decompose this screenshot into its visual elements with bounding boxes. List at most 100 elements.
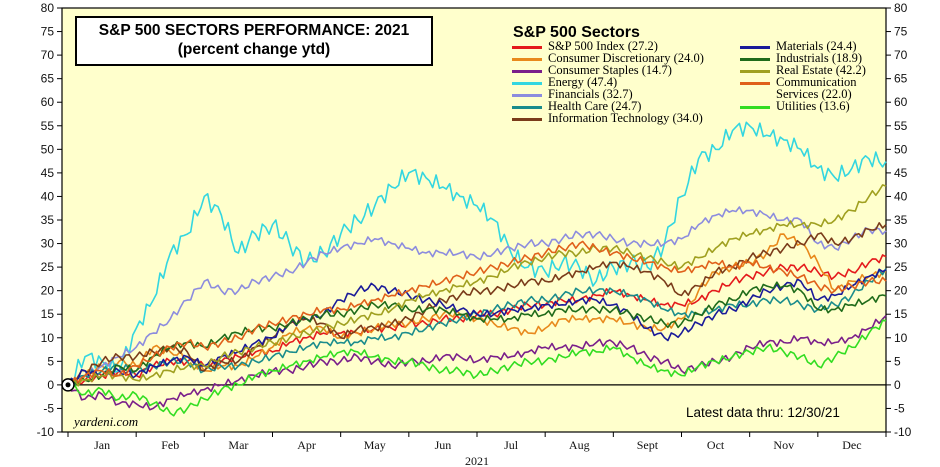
chart-title-box: S&P 500 SECTORS PERFORMANCE: 2021 (perce… bbox=[75, 16, 433, 66]
chart-subtitle: (percent change ytd) bbox=[177, 41, 331, 58]
legend-item: Energy (47.4) bbox=[512, 76, 617, 88]
legend-swatch bbox=[512, 46, 542, 49]
y-tick-label-right: 80 bbox=[894, 1, 908, 15]
legend-swatch bbox=[740, 58, 770, 61]
legend-swatch bbox=[512, 106, 542, 109]
legend-label: Real Estate (42.2) bbox=[776, 63, 866, 77]
x-tick-label: Apr bbox=[297, 438, 316, 452]
y-tick-label-right: 10 bbox=[894, 331, 908, 345]
legend-title: S&P 500 Sectors bbox=[513, 24, 640, 41]
x-tick-label: Jun bbox=[435, 438, 452, 452]
y-tick-label-right: 0 bbox=[894, 378, 901, 392]
legend-label: Information Technology (34.0) bbox=[548, 111, 703, 125]
y-tick-label-left: 65 bbox=[41, 72, 55, 86]
y-tick-label-left: 60 bbox=[41, 95, 55, 109]
legend-item: Communication Services (22.0) bbox=[740, 76, 857, 100]
legend-item: Real Estate (42.2) bbox=[740, 64, 866, 76]
y-tick-label-left: 0 bbox=[47, 378, 54, 392]
y-tick-label-right: -10 bbox=[894, 425, 912, 439]
legend-swatch bbox=[512, 82, 542, 85]
y-tick-label-left: 15 bbox=[41, 307, 55, 321]
legend-label: Materials (24.4) bbox=[776, 39, 857, 53]
legend-swatch bbox=[740, 46, 770, 49]
legend-label: Communication Services (22.0) bbox=[776, 75, 857, 101]
legend-item: Consumer Discretionary (24.0) bbox=[512, 52, 704, 64]
x-tick-label: Jan bbox=[94, 438, 110, 452]
legend-label: Health Care (24.7) bbox=[548, 99, 642, 113]
y-tick-label-left: 5 bbox=[47, 354, 54, 368]
y-tick-label-right: 40 bbox=[894, 189, 908, 203]
y-tick-label-left: 45 bbox=[41, 166, 55, 180]
legend-item: Information Technology (34.0) bbox=[512, 112, 703, 124]
y-tick-label-right: 75 bbox=[894, 25, 908, 39]
x-tick-label: May bbox=[364, 438, 386, 452]
legend-item: S&P 500 Index (27.2) bbox=[512, 40, 658, 52]
legend-label: Industrials (18.9) bbox=[776, 51, 863, 65]
legend-item: Utilities (13.6) bbox=[740, 100, 850, 112]
chart-title: S&P 500 SECTORS PERFORMANCE: 2021 bbox=[98, 22, 410, 39]
y-tick-label-right: 15 bbox=[894, 307, 908, 321]
y-tick-label-right: 55 bbox=[894, 119, 908, 133]
legend-swatch bbox=[740, 70, 770, 73]
legend-item: Materials (24.4) bbox=[740, 40, 857, 52]
x-tick-label: Sept bbox=[637, 438, 659, 452]
legend-swatch bbox=[512, 58, 542, 61]
x-tick-label: Mar bbox=[228, 438, 248, 452]
x-tick-label: Aug bbox=[569, 438, 590, 452]
x-tick-label: Dec bbox=[842, 438, 861, 452]
y-tick-label-right: 65 bbox=[894, 72, 908, 86]
legend-item: Financials (32.7) bbox=[512, 88, 633, 100]
legend-swatch bbox=[740, 106, 770, 109]
y-tick-label-left: 70 bbox=[41, 48, 55, 62]
series-line bbox=[67, 121, 887, 386]
legend-swatch bbox=[512, 70, 542, 73]
y-tick-label-right: 45 bbox=[894, 166, 908, 180]
origin-marker-dot bbox=[65, 382, 71, 388]
y-tick-label-left: 40 bbox=[41, 189, 55, 203]
x-tick-label: Nov bbox=[773, 438, 794, 452]
latest-data-note: Latest data thru: 12/30/21 bbox=[686, 405, 840, 420]
y-tick-label-left: 55 bbox=[41, 119, 55, 133]
y-tick-label-left: -10 bbox=[37, 425, 55, 439]
series-line bbox=[67, 206, 887, 386]
x-tick-label: Jul bbox=[504, 438, 519, 452]
legend-label: Consumer Discretionary (24.0) bbox=[548, 51, 704, 65]
y-tick-label-right: 50 bbox=[894, 142, 908, 156]
y-tick-label-right: 60 bbox=[894, 95, 908, 109]
legend-label: Utilities (13.6) bbox=[776, 99, 850, 113]
legend-label: Consumer Staples (14.7) bbox=[548, 63, 672, 77]
legend-swatch bbox=[740, 82, 770, 85]
y-tick-label-left: 25 bbox=[41, 260, 55, 274]
y-tick-label-left: 80 bbox=[41, 1, 55, 15]
watermark: yardeni.com bbox=[74, 414, 139, 429]
series-line bbox=[67, 319, 887, 417]
series-line bbox=[67, 222, 887, 386]
x-tick-label: Oct bbox=[707, 438, 725, 452]
legend-label: S&P 500 Index (27.2) bbox=[548, 39, 658, 53]
legend-swatch bbox=[512, 94, 542, 97]
series-line bbox=[67, 184, 887, 387]
y-tick-label-right: 5 bbox=[894, 354, 901, 368]
x-tick-label: Feb bbox=[161, 438, 179, 452]
y-tick-label-right: 20 bbox=[894, 284, 908, 298]
y-tick-label-right: 30 bbox=[894, 237, 908, 251]
y-tick-label-left: 30 bbox=[41, 237, 55, 251]
series-line bbox=[67, 240, 887, 386]
y-tick-label-left: 35 bbox=[41, 213, 55, 227]
legend-label: Energy (47.4) bbox=[548, 75, 618, 89]
y-tick-label-left: 10 bbox=[41, 331, 55, 345]
legend-swatch bbox=[512, 118, 542, 121]
legend-item: Industrials (18.9) bbox=[740, 52, 862, 64]
y-tick-label-right: 70 bbox=[894, 48, 908, 62]
y-tick-label-left: -5 bbox=[43, 401, 54, 415]
y-tick-label-left: 50 bbox=[41, 142, 55, 156]
y-tick-label-right: 35 bbox=[894, 213, 908, 227]
y-tick-label-left: 75 bbox=[41, 25, 55, 39]
series-line bbox=[67, 315, 887, 411]
legend-item: Consumer Staples (14.7) bbox=[512, 64, 672, 76]
y-tick-label-right: -5 bbox=[894, 401, 905, 415]
x-axis-label: 2021 bbox=[465, 454, 489, 467]
y-tick-label-right: 25 bbox=[894, 260, 908, 274]
y-tick-label-left: 20 bbox=[41, 284, 55, 298]
